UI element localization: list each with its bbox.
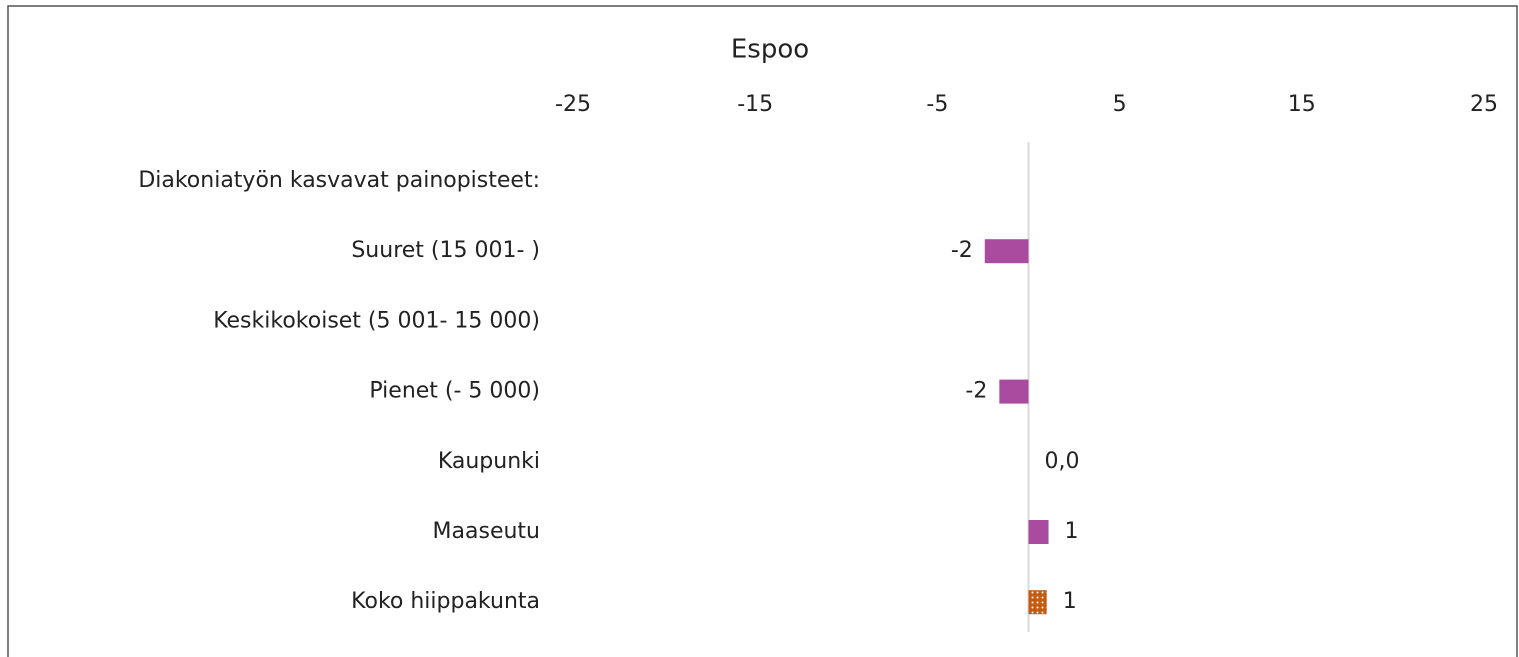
bar <box>1028 590 1047 615</box>
x-tick-label: 5 <box>1113 92 1127 117</box>
category-label: Diakoniatyön kasvavat painopisteet: <box>138 168 540 193</box>
data-label: -2 <box>951 238 973 263</box>
category-label: Koko hiippakunta <box>351 589 540 614</box>
data-label: 1 <box>1063 589 1077 614</box>
data-label: -2 <box>965 379 987 404</box>
bar <box>984 239 1029 264</box>
x-tick-label: -25 <box>555 92 591 117</box>
category-label: Suuret (15 001- ) <box>351 238 540 263</box>
category-label: Pienet (- 5 000) <box>369 379 540 404</box>
x-tick-label: 15 <box>1288 92 1316 117</box>
data-label: 1 <box>1065 519 1079 544</box>
category-label: Maaseutu <box>433 519 540 544</box>
chart-title: Espoo <box>731 35 809 65</box>
x-tick-label: -15 <box>737 92 773 117</box>
frame <box>7 5 1518 657</box>
x-tick-label: -5 <box>926 92 948 117</box>
x-tick-label: 25 <box>1470 92 1498 117</box>
bar <box>999 379 1029 404</box>
data-label: 0,0 <box>1045 449 1080 474</box>
category-label: Kaupunki <box>438 449 540 474</box>
category-label: Keskikokoiset (5 001- 15 000) <box>213 308 540 333</box>
bar <box>1028 520 1049 544</box>
